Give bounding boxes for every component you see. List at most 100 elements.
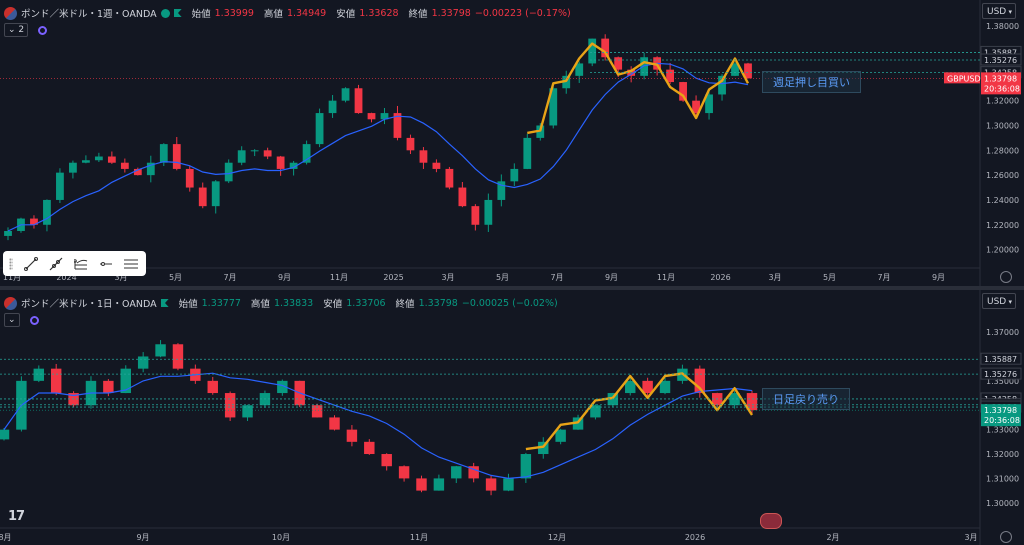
last-price-label: 1.33798 (984, 74, 1017, 83)
time-tick-label: 3月 (768, 273, 781, 282)
price-tick-label: 1.32000 (986, 450, 1019, 459)
candle-body (746, 393, 758, 411)
daily-currency-button[interactable]: USD ▾ (982, 293, 1016, 309)
daily-chart-pane[interactable]: 1.370001.360001.350001.340001.330001.320… (0, 290, 1024, 545)
tradingview-logo[interactable]: 17 (8, 509, 25, 524)
pane-divider[interactable] (0, 286, 1024, 290)
high-value: 1.33833 (273, 297, 314, 309)
candle-body (679, 82, 687, 101)
candle-body (729, 393, 740, 406)
fib-retracement-icon[interactable] (74, 257, 88, 271)
time-tick-label: 8月 (0, 533, 12, 542)
candle-body (367, 113, 376, 120)
candle-body (666, 69, 674, 83)
time-tick-label: 5月 (169, 273, 182, 282)
time-tick-label: 9月 (932, 273, 945, 282)
currency-flag-icon (4, 296, 17, 310)
events-icon[interactable] (760, 513, 782, 529)
weekly-chart-plot[interactable]: 1.380001.360001.340001.320001.300001.280… (0, 0, 1024, 286)
candle-body (242, 405, 253, 418)
parallel-channel-icon[interactable] (124, 257, 138, 271)
price-tick-label: 1.20000 (986, 246, 1019, 255)
indicator-collapse-button[interactable]: ⌄ (4, 313, 20, 327)
weekly-currency-button[interactable]: USD ▾ (982, 3, 1016, 19)
candle-body (107, 156, 116, 163)
candle-body (276, 156, 285, 169)
time-tick-label: 9月 (605, 273, 618, 282)
candle-body (468, 466, 479, 479)
timezone-icon[interactable] (1000, 271, 1012, 283)
candle-body (43, 199, 51, 225)
high-label: 高値 (263, 9, 283, 20)
settings-icon[interactable] (29, 315, 39, 325)
candle-body (445, 168, 454, 188)
low-value: 1.33706 (346, 297, 386, 309)
time-tick-label: 10月 (272, 533, 290, 542)
candle-body (523, 137, 532, 169)
symbol-tag (944, 72, 980, 84)
candle-body (94, 156, 103, 161)
candle-body (393, 113, 402, 138)
candle-body (354, 88, 363, 114)
price-tick-label: 1.32000 (986, 97, 1019, 106)
candle-body (614, 57, 623, 70)
candle-body (601, 38, 610, 58)
candle-body (277, 380, 288, 394)
candle-body (211, 181, 220, 207)
candle-body (82, 160, 90, 163)
indicator-collapse-button[interactable]: ⌄ 2 (4, 23, 29, 37)
price-tick-label: 1.33000 (986, 426, 1019, 435)
weekly-annotation[interactable]: 週足押し目買い (762, 71, 861, 93)
ray-line-icon[interactable] (49, 257, 63, 271)
price-level-label: 1.35276 (984, 370, 1017, 379)
candle-body (538, 441, 549, 455)
weekly-symbol[interactable]: ポンド／米ドル・1週・OANDA (21, 9, 157, 20)
flag-icon[interactable] (160, 299, 169, 307)
candle-body (133, 168, 142, 176)
candle-body (207, 380, 218, 394)
last-price-tag (981, 404, 1021, 427)
daily-annotation[interactable]: 日足戻り売り (762, 388, 850, 410)
candle-body (311, 405, 323, 418)
time-tick-label: 5月 (823, 273, 836, 282)
candle-body (471, 206, 480, 225)
candle-body (692, 100, 700, 114)
last-price-tag (981, 72, 1021, 95)
drag-handle-icon[interactable] (9, 257, 13, 270)
time-tick-label: 9月 (278, 273, 291, 282)
candle-body (329, 417, 340, 430)
price-tick-label: 1.24000 (986, 196, 1019, 205)
candle-body (224, 162, 233, 182)
time-tick-label: 2024 (56, 273, 76, 282)
horizontal-ray-icon[interactable] (99, 257, 113, 271)
time-tick-label: 5月 (496, 273, 509, 282)
candle-body (694, 368, 706, 394)
candle-body (659, 380, 671, 394)
candle-body (289, 162, 298, 169)
trend-line-icon[interactable] (24, 256, 38, 271)
daily-legend: ポンド／米ドル・1日・OANDA 始値 1.33777 高値 1.33833 安… (4, 295, 558, 311)
candle-body (69, 162, 77, 173)
candle-body (50, 368, 62, 394)
currency-label: USD (987, 297, 1007, 307)
candle-body (432, 162, 441, 169)
time-tick-label: 3月 (441, 273, 454, 282)
timezone-icon[interactable] (1000, 531, 1012, 543)
weekly-chart-pane[interactable]: 1.380001.360001.340001.320001.300001.280… (0, 0, 1024, 286)
daily-chart-plot[interactable]: 1.370001.360001.350001.340001.330001.320… (0, 290, 1024, 545)
candle-body (406, 137, 415, 151)
daily-symbol[interactable]: ポンド／米ドル・1日・OANDA (21, 299, 157, 310)
price-tick-label: 1.28000 (986, 146, 1019, 155)
candle-body (302, 144, 311, 163)
time-tick-label: 12月 (548, 533, 566, 542)
settings-icon[interactable] (38, 25, 48, 35)
time-tick-label: 2026 (710, 273, 730, 282)
open-value: 1.33777 (201, 297, 241, 309)
flag-icon[interactable] (173, 9, 182, 17)
candle-body (555, 429, 566, 442)
time-tick-label: 9月 (136, 533, 149, 542)
change-value: −0.00025 (−0.02%) (461, 297, 558, 309)
time-tick-label: 11月 (3, 273, 21, 282)
candle-body (263, 150, 272, 157)
time-tick-label: 7月 (223, 273, 236, 282)
